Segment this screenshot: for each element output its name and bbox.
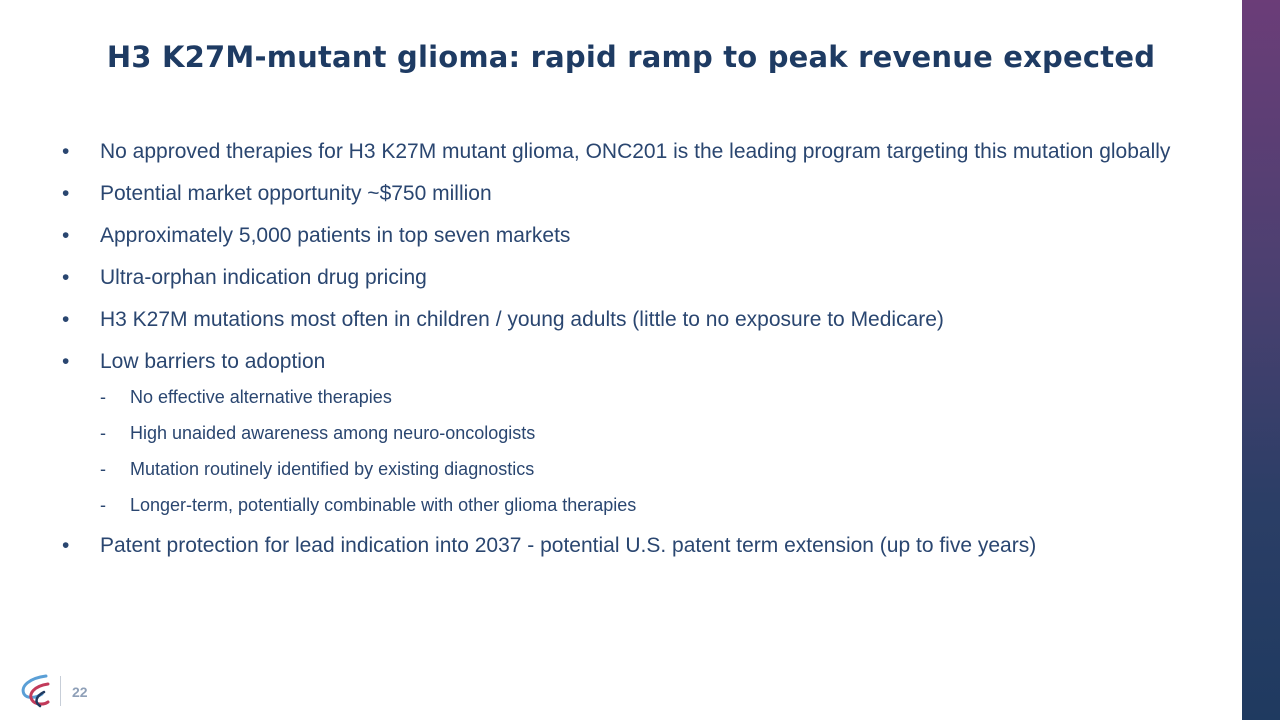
bullet-item: • Ultra-orphan indication drug pricing: [60, 264, 1200, 292]
bullet-list: • No approved therapies for H3 K27M mutan…: [60, 138, 1200, 574]
bullet-text: Potential market opportunity ~$750 milli…: [100, 182, 492, 205]
bullet-icon: •: [62, 350, 70, 373]
sub-bullet-text: High unaided awareness among neuro-oncol…: [130, 423, 536, 443]
company-logo-icon: [21, 674, 50, 708]
sub-bullet-list: - No effective alternative therapies - Hig…: [100, 384, 1200, 518]
bullet-item: • Approximately 5,000 patients in top sev…: [60, 222, 1200, 250]
footer-divider: [60, 676, 61, 706]
sub-bullet-text: No effective alternative therapies: [130, 387, 392, 407]
sub-bullet-item: - Longer-term, potentially combinable wit…: [100, 492, 1200, 518]
sub-bullet-item: - No effective alternative therapies: [100, 384, 1200, 410]
bullet-icon: •: [62, 266, 70, 289]
bullet-icon: •: [62, 308, 70, 331]
bullet-icon: •: [62, 534, 70, 557]
sub-bullet-item: - High unaided awareness among neuro-onco…: [100, 420, 1200, 446]
bullet-text: Ultra-orphan indication drug pricing: [100, 266, 427, 289]
bullet-item: • Low barriers to adoption - No effective …: [60, 348, 1200, 518]
bullet-item: • H3 K27M mutations most often in childre…: [60, 306, 1200, 334]
sub-bullet-text: Longer-term, potentially combinable with…: [130, 495, 637, 515]
dash-icon: -: [100, 387, 106, 407]
bullet-item: • Patent protection for lead indication i…: [60, 532, 1200, 560]
bullet-text: Low barriers to adoption: [100, 350, 326, 373]
page-number: 22: [72, 684, 88, 700]
bullet-icon: •: [62, 140, 70, 163]
slide-title: H3 K27M-mutant glioma: rapid ramp to pea…: [106, 40, 1156, 74]
bullet-text: Approximately 5,000 patients in top seve…: [100, 224, 571, 247]
bullet-text: H3 K27M mutations most often in children…: [100, 308, 944, 331]
sub-bullet-item: - Mutation routinely identified by existi…: [100, 456, 1200, 482]
dash-icon: -: [100, 459, 106, 479]
bullet-icon: •: [62, 224, 70, 247]
bullet-item: • Potential market opportunity ~$750 mill…: [60, 180, 1200, 208]
bullet-icon: •: [62, 182, 70, 205]
decorative-side-bar: [1242, 0, 1280, 720]
bullet-text: No approved therapies for H3 K27M mutant…: [100, 140, 1171, 163]
dash-icon: -: [100, 495, 106, 515]
bullet-text: Patent protection for lead indication in…: [100, 534, 1037, 557]
dash-icon: -: [100, 423, 106, 443]
sub-bullet-text: Mutation routinely identified by existin…: [130, 459, 535, 479]
bullet-item: • No approved therapies for H3 K27M mutan…: [60, 138, 1200, 166]
